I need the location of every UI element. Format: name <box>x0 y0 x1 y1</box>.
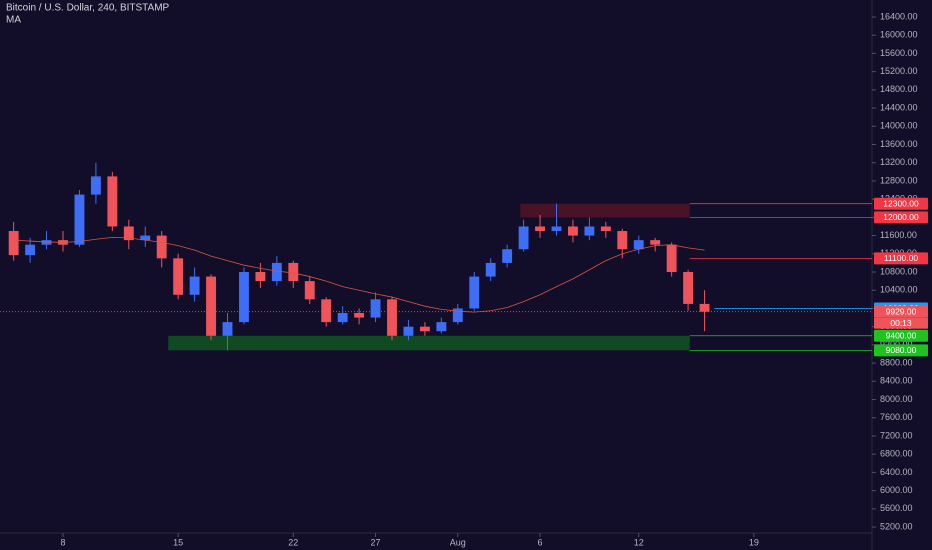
candle-body <box>387 299 397 336</box>
y-tick-label: 8000.00 <box>880 394 913 404</box>
y-tick-label: 14800.00 <box>880 84 918 94</box>
price-label: 12000.00 <box>883 212 919 222</box>
candle-body <box>354 313 365 318</box>
y-tick-label: 7200.00 <box>880 430 913 440</box>
price-label: 9400.00 <box>886 331 917 341</box>
candle-body <box>419 326 430 332</box>
y-tick-label: 10800.00 <box>880 266 918 276</box>
price-label-box <box>874 252 928 265</box>
y-tick-label: 8800.00 <box>880 357 913 367</box>
candle-body <box>206 276 216 336</box>
y-tick-label: 14000.00 <box>880 121 918 131</box>
chart-title: Bitcoin / U.S. Dollar, 240, BITSTAMP <box>6 3 170 14</box>
y-tick-label: 16000.00 <box>880 30 918 40</box>
candle-body <box>288 262 299 282</box>
candle-body <box>156 235 167 259</box>
y-tick-label: 10400.00 <box>880 285 918 295</box>
candle-body <box>74 194 85 245</box>
y-tick-label: 15600.00 <box>880 48 918 58</box>
candle-body <box>633 240 644 250</box>
candle-body <box>469 276 480 309</box>
candle-body <box>271 262 282 282</box>
zone <box>168 335 690 351</box>
candle-body <box>666 244 677 273</box>
y-tick-label: 7600.00 <box>880 412 913 422</box>
y-tick-label: 13200.00 <box>880 157 918 167</box>
y-tick-label: 9200.00 <box>880 339 913 349</box>
y-tick-label: 15200.00 <box>880 66 918 76</box>
y-tick-label: 12800.00 <box>880 175 918 185</box>
candle-body <box>239 272 249 323</box>
candle-body <box>107 176 118 227</box>
candle-body <box>568 226 578 236</box>
y-tick-label: 14400.00 <box>880 102 918 112</box>
candle-body <box>502 249 513 263</box>
x-tick-label: 19 <box>749 537 759 547</box>
price-label-box <box>874 197 928 210</box>
price-label-box <box>874 329 928 342</box>
candle-body <box>304 281 315 300</box>
price-label: 9080.00 <box>886 345 917 355</box>
price-label: 9929.00 <box>886 306 917 316</box>
candle-body <box>255 272 266 282</box>
price-label-box <box>874 211 928 224</box>
price-label-box <box>874 305 928 318</box>
candle-body <box>683 272 694 304</box>
candle-body <box>452 308 463 323</box>
candle-body <box>8 231 19 256</box>
y-tick-label: 6800.00 <box>880 449 913 459</box>
candle-body <box>650 240 661 245</box>
price-label-box <box>874 344 928 357</box>
candle-body <box>337 313 348 323</box>
x-tick-label: 6 <box>538 537 543 547</box>
candle-body <box>535 226 545 232</box>
x-tick-label: 27 <box>371 537 381 547</box>
candle-body <box>403 326 414 336</box>
price-label: 11100.00 <box>884 253 918 263</box>
candle-body <box>436 322 447 332</box>
candle-body <box>617 231 628 250</box>
x-tick-label: 22 <box>288 537 298 547</box>
candle-body <box>123 226 134 241</box>
candle-body <box>189 276 200 295</box>
y-tick-label: 8400.00 <box>880 376 913 386</box>
timer-box <box>874 317 928 329</box>
candle-body <box>600 226 611 232</box>
candle-body <box>25 244 36 256</box>
candle-body <box>699 303 710 312</box>
candle-body <box>551 226 562 232</box>
candle-body <box>518 226 529 250</box>
candle-body <box>90 176 101 195</box>
y-tick-label: 6400.00 <box>880 467 913 477</box>
timer-label: 00:13 <box>890 318 912 328</box>
x-tick-label: 15 <box>173 537 183 547</box>
candle-body <box>41 240 52 245</box>
candle-body <box>173 258 184 295</box>
x-tick-label: Aug <box>450 537 466 547</box>
y-tick-label: 5600.00 <box>880 503 913 513</box>
plot: 5200.00 5600.00 6000.00 6400.00 6800.00 7200.… <box>0 11 928 547</box>
candle-body <box>485 262 496 277</box>
price-label: 12300.00 <box>883 198 919 208</box>
candle-body <box>140 235 151 241</box>
y-tick-label: 5200.00 <box>880 521 913 531</box>
candle-body <box>370 299 381 318</box>
candle-body <box>584 226 595 236</box>
x-tick-label: 8 <box>60 537 65 547</box>
x-tick-label: 12 <box>634 537 644 547</box>
indicator-label: MA <box>6 15 21 26</box>
y-tick-label: 16400.00 <box>880 11 918 21</box>
y-tick-label: 6000.00 <box>880 485 913 495</box>
candle-body <box>222 322 233 336</box>
candle-body <box>321 299 332 323</box>
y-tick-label: 11600.00 <box>880 230 917 240</box>
y-tick-label: 13600.00 <box>880 139 918 149</box>
zone <box>520 203 690 218</box>
ma-line <box>13 237 705 313</box>
